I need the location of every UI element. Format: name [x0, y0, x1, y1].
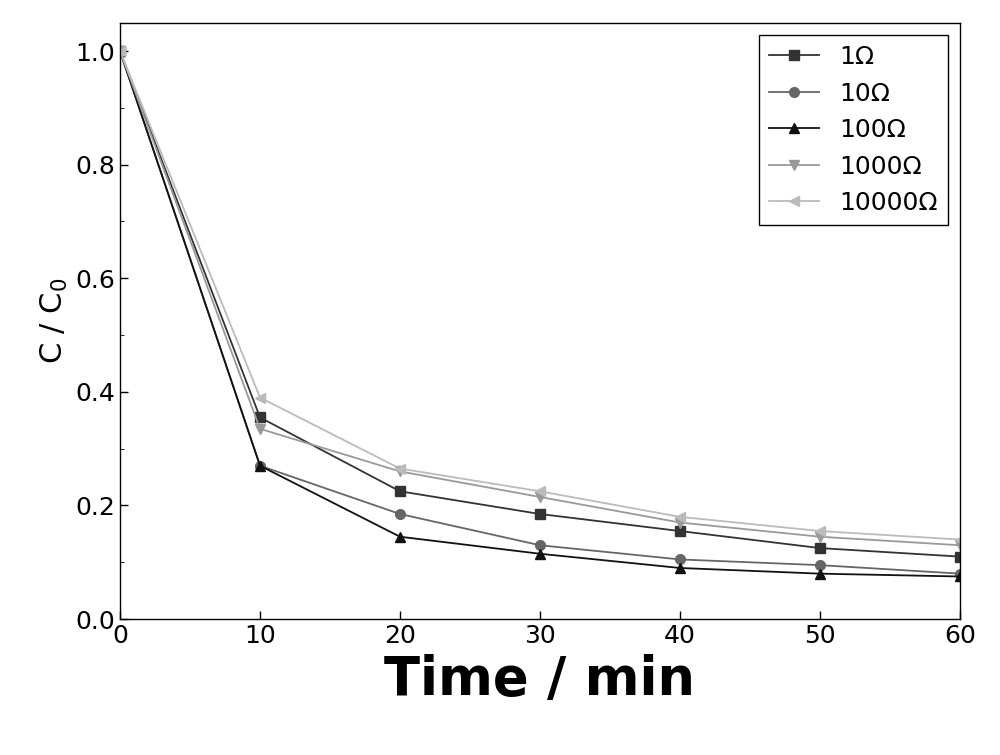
1Ω	[674, 526, 686, 535]
10Ω	[114, 47, 126, 56]
100Ω	[954, 572, 966, 581]
10000Ω	[114, 47, 126, 56]
10Ω	[814, 561, 826, 570]
10Ω	[394, 510, 406, 519]
Legend: 1Ω, 10Ω, 100Ω, 1000Ω, 10000Ω: 1Ω, 10Ω, 100Ω, 1000Ω, 10000Ω	[759, 35, 948, 225]
100Ω	[254, 461, 266, 470]
1Ω	[394, 487, 406, 496]
1Ω	[534, 510, 546, 519]
10000Ω	[534, 487, 546, 496]
1Ω	[114, 47, 126, 56]
10Ω	[674, 555, 686, 564]
10Ω	[534, 541, 546, 550]
100Ω	[814, 569, 826, 578]
10000Ω	[254, 393, 266, 402]
10Ω	[254, 461, 266, 470]
100Ω	[534, 549, 546, 558]
1000Ω	[534, 492, 546, 501]
10000Ω	[814, 526, 826, 535]
10000Ω	[954, 535, 966, 544]
100Ω	[114, 47, 126, 56]
X-axis label: Time / min: Time / min	[384, 654, 696, 705]
Line: 10000Ω: 10000Ω	[115, 46, 965, 544]
1000Ω	[254, 424, 266, 433]
1Ω	[954, 552, 966, 561]
1Ω	[814, 544, 826, 553]
100Ω	[674, 563, 686, 572]
10000Ω	[674, 513, 686, 522]
Line: 100Ω: 100Ω	[115, 46, 965, 581]
100Ω	[394, 532, 406, 541]
Line: 10Ω: 10Ω	[115, 46, 965, 578]
Line: 1Ω: 1Ω	[115, 46, 965, 562]
Y-axis label: C / C$_0$: C / C$_0$	[39, 278, 70, 364]
Line: 1000Ω: 1000Ω	[115, 46, 965, 550]
10Ω	[954, 569, 966, 578]
10000Ω	[394, 464, 406, 473]
1000Ω	[954, 541, 966, 550]
1000Ω	[674, 518, 686, 527]
1000Ω	[814, 532, 826, 541]
1Ω	[254, 413, 266, 422]
1000Ω	[114, 47, 126, 56]
1000Ω	[394, 467, 406, 476]
